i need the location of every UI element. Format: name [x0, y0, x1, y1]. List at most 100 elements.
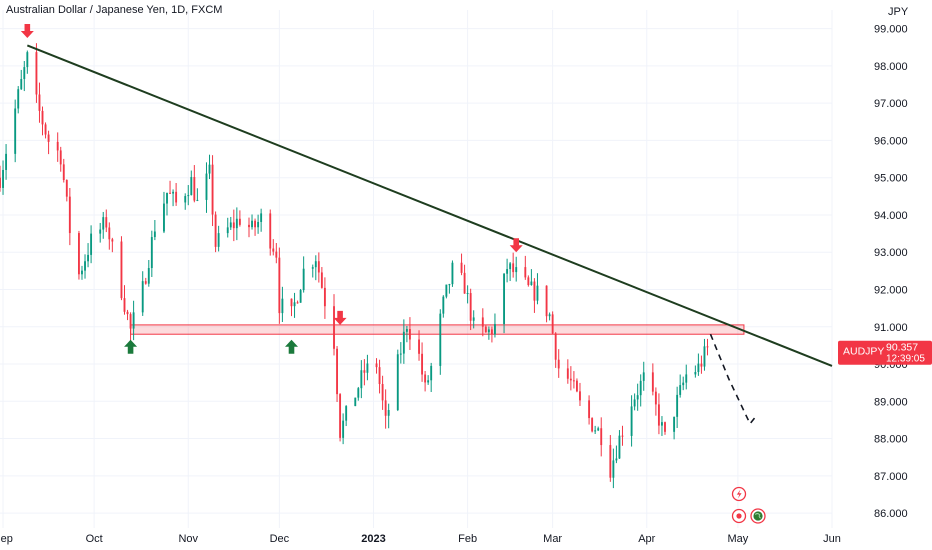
- candle-body: [597, 428, 600, 431]
- candle-body: [217, 233, 220, 247]
- record-icon[interactable]: [731, 508, 747, 524]
- candle-body: [490, 329, 493, 335]
- candle-body: [600, 428, 603, 446]
- last-price-label[interactable]: AUDJPY 90.357 12:39:05: [838, 340, 932, 365]
- lightning-icon[interactable]: [731, 486, 747, 502]
- candle-body: [621, 435, 624, 437]
- candle-body: [311, 267, 314, 269]
- candle-body: [387, 410, 390, 416]
- candle-body: [323, 287, 326, 307]
- currency-label: JPY: [888, 6, 909, 18]
- candle-body: [56, 141, 59, 151]
- candle-body: [190, 177, 193, 196]
- candle-body: [68, 196, 71, 234]
- candle-body: [618, 435, 621, 459]
- price-label-symbol: AUDJPY: [843, 346, 884, 358]
- candle-body: [17, 89, 20, 109]
- candle-body: [47, 134, 50, 142]
- candle-body: [445, 284, 448, 297]
- candle-body: [248, 224, 250, 228]
- candle-body: [651, 372, 654, 392]
- x-tick-label: Feb: [458, 533, 477, 545]
- candle-body: [554, 333, 557, 360]
- candle-body: [41, 110, 44, 125]
- candle-body: [633, 399, 636, 407]
- candle-body: [463, 272, 466, 294]
- x-tick-label: Dec: [270, 533, 290, 545]
- x-tick-label: Jun: [823, 533, 841, 545]
- candle-body: [0, 177, 1, 188]
- candle-body: [166, 192, 168, 204]
- candle-body: [105, 217, 108, 228]
- candle-body: [333, 306, 335, 349]
- candle-body: [196, 199, 199, 201]
- y-tick-label: 93.000: [874, 247, 908, 259]
- candle-body: [545, 285, 548, 317]
- candle-body: [314, 261, 317, 268]
- candle-body: [23, 67, 26, 80]
- candle-body: [594, 430, 597, 432]
- candle-body: [126, 311, 129, 315]
- candle-body: [588, 400, 591, 419]
- candle-body: [65, 180, 68, 197]
- candle-body: [579, 391, 581, 401]
- chart-title: Australian Dollar / Japanese Yen, 1D, FX…: [6, 4, 223, 16]
- y-tick-label: 89.000: [874, 396, 908, 408]
- event-icons[interactable]: [731, 486, 766, 524]
- y-tick-label: 94.000: [874, 210, 908, 222]
- candle-body: [81, 270, 83, 275]
- support-zone-box: [130, 324, 745, 335]
- candle-body: [612, 460, 615, 478]
- candle-body: [354, 397, 357, 407]
- candle-body: [591, 418, 594, 432]
- price-label-value: 90.357: [886, 342, 918, 354]
- candle-body: [636, 395, 639, 400]
- candle-body: [694, 372, 697, 375]
- arrow-down-icon: [20, 23, 34, 38]
- candle-body: [281, 298, 284, 314]
- candle-body: [402, 331, 405, 354]
- x-tick-label: 2023: [361, 533, 385, 545]
- candle-body: [657, 404, 660, 426]
- candle-body: [399, 353, 402, 355]
- candle-body: [290, 298, 293, 307]
- candle-body: [150, 237, 153, 269]
- candle-body: [448, 284, 451, 286]
- candle-body: [494, 324, 496, 335]
- candle-body: [62, 164, 65, 181]
- candle-body: [661, 422, 663, 426]
- candle-body: [35, 52, 38, 95]
- candle-body: [141, 281, 144, 313]
- price-label-background: [838, 340, 932, 365]
- candle-body: [38, 94, 41, 111]
- candle-body: [229, 222, 232, 228]
- candle-body: [345, 406, 348, 421]
- candle-body: [293, 302, 296, 307]
- candles: [0, 43, 709, 489]
- candle-body: [20, 79, 23, 90]
- candle-body: [609, 445, 612, 478]
- globe-icon[interactable]: [750, 508, 766, 524]
- candle-body: [375, 363, 378, 368]
- candle-body: [260, 213, 263, 222]
- x-axis[interactable]: Sep Oct Nov Dec 2023 Feb Mar Apr May Jun: [0, 533, 841, 545]
- arrow-down-icon: [333, 310, 347, 325]
- x-tick-label: Oct: [86, 533, 103, 545]
- candle-body: [442, 296, 445, 314]
- y-tick-label: 97.000: [874, 98, 908, 110]
- candle-body: [630, 406, 633, 436]
- candle-body: [533, 281, 536, 301]
- candle-body: [5, 153, 8, 170]
- support-zone: [130, 324, 745, 335]
- candle-body: [424, 374, 427, 383]
- y-axis[interactable]: JPY 99.000 98.000 97.000 96.000 95.000 94.000…: [874, 6, 909, 520]
- candle-body: [44, 124, 47, 135]
- candle-body: [460, 262, 463, 273]
- candle-body: [700, 363, 703, 367]
- candle-body: [14, 108, 17, 154]
- candle-body: [421, 353, 424, 375]
- y-tick-label: 88.000: [874, 434, 908, 446]
- projection-line: [709, 333, 757, 426]
- candle-body: [175, 191, 178, 203]
